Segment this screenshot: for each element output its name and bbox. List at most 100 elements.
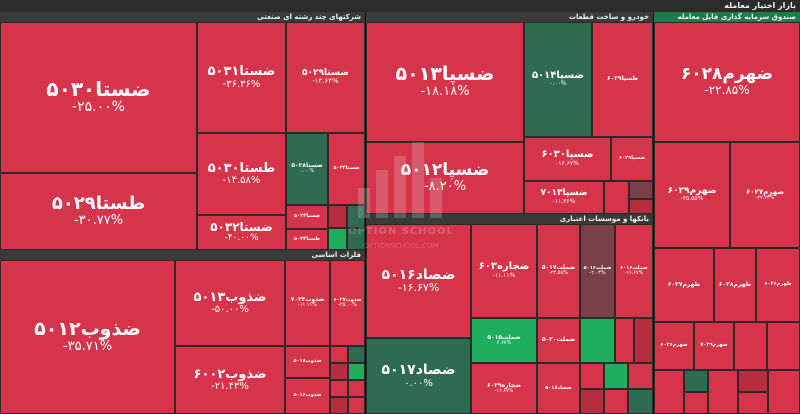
tile-small-3[interactable] <box>328 228 347 250</box>
tile-testa5030[interactable]: طستا۵۰۳۰ -۱۴.۵۸% <box>197 133 286 215</box>
tile-etf-small-5[interactable] <box>684 392 708 414</box>
tile-etf-small-6[interactable] <box>708 370 738 414</box>
tile-bank-small-4[interactable] <box>580 363 604 389</box>
tile-metal-small-7[interactable] <box>330 397 348 414</box>
tile-zesta5028[interactable]: ضستا۵۰۲۸ ۰.۰۰% <box>286 133 328 205</box>
tile-change: -۳۵.۵۵% <box>680 195 704 203</box>
tile-change: -۱۶.۶۷% <box>494 387 514 394</box>
tile-etf-small-3[interactable] <box>654 370 684 414</box>
tile-tahrom6028[interactable]: طهرم۶۰۲۸ <box>714 248 756 322</box>
tile-zozob6027[interactable]: ضذوب۶۰۲۷ -۲۵.۰۰% <box>330 260 365 346</box>
tile-zesta5031[interactable]: ضستا۵۰۳۱ -۳۶.۳۶% <box>197 22 286 133</box>
tile-testa5034[interactable]: طستا۵۰۳۴ <box>286 229 328 250</box>
tile-zozob6002[interactable]: ضذوب۶۰۰۲ -۲۱.۴۳% <box>175 346 285 414</box>
tile-tahrom6027[interactable]: طهرم۶۰۲۷ <box>654 248 714 322</box>
tile-zesad5017[interactable]: ضصاد۵۰۱۷ ۰.۰۰% <box>366 338 471 414</box>
tile-change: -۱۶.۶۷% <box>556 159 579 167</box>
tile-metal-small-8[interactable] <box>348 397 365 414</box>
tile-symbol: ضسپا۷۰۱۳ <box>540 188 588 199</box>
tile-change: -۲۲.۸۵% <box>704 83 750 98</box>
tile-symbol: ضملت۵۰۱۶ <box>583 264 612 271</box>
tile-zahrom7029[interactable]: ضهرم۷۰۲۹ <box>694 322 734 370</box>
tile-tahrom6026[interactable]: طهرم۶۰۲۶ <box>756 248 800 322</box>
tile-change: -۲۵.۰۰% <box>338 301 357 308</box>
tile-zozob7024[interactable]: ضذوب۷۰۲۴ -۱۱.۱۱% <box>285 260 330 346</box>
tile-small-2[interactable] <box>347 205 365 228</box>
sector-header-conglomerate[interactable]: شرکتهای چند رشته ای صنعتی <box>0 12 365 22</box>
tile-symbol: ضسپا۵۰۱۲ <box>400 159 490 180</box>
tile-zespa5013[interactable]: ضسپا۵۰۱۳ -۱۸.۱۸% <box>366 22 524 142</box>
tile-zesad5016[interactable]: ضصاد۵۰۱۶ -۱۶.۶۷% <box>366 224 471 338</box>
sector-header-banks[interactable]: بانکها و موسسات اعتباری <box>366 214 653 224</box>
tile-zejare6029[interactable]: ضجاره۶۰۲۹ -۱۶.۶۷% <box>471 363 537 414</box>
tile-zahrom6027[interactable]: ضهرم۶۰۲۷ -۲۷.۳۳% <box>730 142 800 248</box>
tile-zespa5012[interactable]: ضسپا۵۰۱۲ -۸.۲۰% <box>366 142 524 214</box>
tile-zozob5013[interactable]: ضذوب۵۰۱۳ -۵۰.۰۰% <box>175 260 285 346</box>
tile-metal-small-6[interactable] <box>348 380 365 397</box>
tile-etf-small-8[interactable] <box>738 392 768 414</box>
tile-metal-small-5[interactable] <box>330 380 348 397</box>
tile-etf-small-4[interactable] <box>684 370 708 392</box>
tile-bank-small-3[interactable] <box>634 318 653 363</box>
tile-zahrom6026[interactable]: ضهرم۶۰۲۶ <box>654 322 694 370</box>
tile-tespa6029[interactable]: طسپا۶۰۲۹ <box>592 22 653 137</box>
tile-symbol: ضملت۵۰۱۷ <box>541 264 576 272</box>
tile-bank-small-5[interactable] <box>604 363 628 389</box>
tile-zejare603[interactable]: ضجاره۶۰۳ -۱۱.۱۱% <box>471 224 537 318</box>
tile-zozob5018[interactable]: ضذوب۵۰۱۸ <box>285 346 330 378</box>
tile-zozob5012[interactable]: ضذوب۵۰۱۲ -۳۵.۷۱% <box>0 260 175 414</box>
tile-etf-small-2[interactable] <box>767 322 800 370</box>
tile-testa5029[interactable]: طستا۵۰۲۹ -۳۰.۷۷% <box>0 173 197 250</box>
tile-metal-small-2[interactable] <box>348 346 365 363</box>
tile-auto-small-1[interactable] <box>629 181 653 199</box>
tile-zesta5024[interactable]: ضستا۵۰۲۴ <box>286 205 328 229</box>
tile-zahrom6029[interactable]: ضهرم۶۰۲۹ -۳۵.۵۵% <box>654 142 730 248</box>
tile-zespa6030[interactable]: ضسپا۶۰۳۰ -۱۶.۶۷% <box>524 137 611 181</box>
sector-header-metals[interactable]: فلزات اساسی <box>0 250 365 260</box>
tile-change: -۱۳.۶۴% <box>312 77 339 86</box>
sector-header-auto[interactable]: خودرو و ساخت قطعات <box>366 12 653 22</box>
tile-zmelat5020[interactable]: ضملت۵۰۲۰ <box>537 318 580 363</box>
tile-zesta5032[interactable]: ضستا۵۰۳۲ -۴۰.۰۰% <box>197 215 286 250</box>
tile-change: -۱۶.۶۷% <box>624 269 644 276</box>
tile-zespa5014[interactable]: ضسپا۵۰۱۴ ۰.۰۰% <box>524 22 592 137</box>
tile-symbol: ضستا۵۰۳۲ <box>210 220 273 235</box>
tile-metal-small-1[interactable] <box>330 346 348 363</box>
tile-symbol: ضستا۵۰۲۸ <box>291 162 323 170</box>
tile-bank-small-9[interactable] <box>628 389 653 414</box>
tile-bank-small-7[interactable] <box>580 389 604 414</box>
tile-zesad5018[interactable]: ضصاد۵۰۱۸ <box>537 363 580 414</box>
tile-metal-small-4[interactable] <box>348 363 365 380</box>
tile-bank-small-1[interactable] <box>580 318 615 363</box>
tile-zahrom6028[interactable]: ضهرم۶۰۲۸ -۲۲.۸۵% <box>654 22 800 142</box>
tile-symbol: ضستا۵۰۲۹ <box>302 67 349 78</box>
tile-zmelat5015[interactable]: ضملت۵۰۱۵ ۶.۶۷% <box>471 318 537 363</box>
tile-zesta5030[interactable]: ضستا۵۰۳۰ -۲۵.۰۰% <box>0 22 197 173</box>
tile-change: -۲۵.۰۰% <box>72 99 125 116</box>
tile-auto-small-2[interactable] <box>629 199 653 214</box>
tile-symbol: ضملت۵۰۱۵ <box>487 333 521 341</box>
tile-bank-small-2[interactable] <box>615 318 634 363</box>
tile-small-4[interactable] <box>347 228 365 250</box>
tile-symbol: ضستا۵۰۳۱ <box>207 64 276 80</box>
tile-zesta5033[interactable]: ضستا۵۰۳۳ <box>328 133 365 205</box>
tile-small-1[interactable] <box>328 205 347 228</box>
tile-etf-small-1[interactable] <box>734 322 767 370</box>
tile-zespa6029[interactable]: ضسپا۶۰۲۹ <box>611 137 653 181</box>
tile-zozob5016[interactable]: ضذوب۵۰۱۶ <box>285 378 330 414</box>
tile-zmelat6016[interactable]: ضملت۶۰۱۶ -۱۶.۶۷% <box>615 224 653 318</box>
tile-zmelat5016[interactable]: ضملت۵۰۱۶ -۲.۰۳% <box>580 224 615 318</box>
tile-etf-small-9[interactable] <box>768 370 800 414</box>
tile-tespa5029[interactable] <box>604 181 629 214</box>
tile-symbol: ضستا۵۰۳۳ <box>333 165 360 172</box>
sector-header-etf[interactable]: صندوق سرمایه گذاری قابل معامله <box>654 12 800 22</box>
tile-bank-small-8[interactable] <box>604 389 628 414</box>
tile-zespa7013[interactable]: ضسپا۷۰۱۳ -۱۱.۳۶% <box>524 181 604 214</box>
tile-bank-small-6[interactable] <box>628 363 653 389</box>
tile-metal-small-3[interactable] <box>330 363 348 380</box>
tile-zmelat5017[interactable]: ضملت۵۰۱۷ -۲۳.۵۸% <box>537 224 580 318</box>
tile-change: -۲۷.۳۳% <box>755 194 775 201</box>
tile-zesta5029[interactable]: ضستا۵۰۲۹ -۱۳.۶۴% <box>286 22 365 133</box>
tile-etf-small-7[interactable] <box>738 370 768 392</box>
tile-change: -۲۱.۴۳% <box>211 381 249 393</box>
